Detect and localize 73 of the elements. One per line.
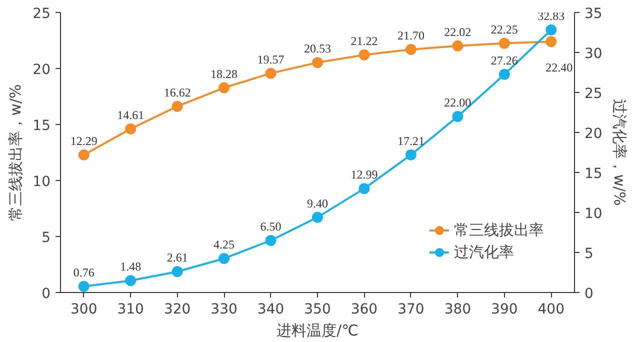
point — [265, 235, 276, 246]
data-label: 20.53 — [304, 42, 331, 56]
point — [452, 111, 464, 122]
x-tick-label: 300 — [70, 302, 98, 318]
point — [405, 149, 416, 160]
data-label: 2.61 — [166, 250, 188, 265]
point — [312, 57, 323, 68]
point — [546, 24, 557, 36]
x-tick-label: 400 — [538, 302, 565, 318]
data-label: 22.25 — [490, 22, 518, 36]
data-label: 12.99 — [350, 168, 378, 182]
point — [265, 68, 276, 79]
point — [172, 100, 183, 112]
data-label: 16.62 — [164, 85, 191, 100]
x-tick-label: 320 — [164, 302, 191, 318]
y2-tick-label: 30 — [584, 46, 602, 62]
point — [78, 149, 90, 160]
x-tick-label: 340 — [257, 302, 284, 318]
y2-tick-label: 15 — [584, 166, 602, 182]
point — [546, 36, 557, 48]
data-label: 14.61 — [117, 108, 144, 122]
x-tick-label: 390 — [491, 302, 518, 318]
data-label: 27.26 — [490, 53, 518, 68]
data-label: 6.50 — [260, 220, 282, 234]
data-label: 4.25 — [214, 238, 235, 252]
point — [405, 44, 416, 55]
y2-tick-label: 20 — [584, 126, 602, 142]
y-axis-title: 常三线拔出率，w/% — [6, 84, 25, 221]
y2-tick-label: 25 — [584, 86, 602, 102]
point — [498, 38, 510, 49]
point — [312, 212, 323, 223]
data-label: 22.40 — [546, 60, 573, 75]
data-label: 1.48 — [120, 260, 142, 274]
point — [358, 49, 370, 60]
point — [78, 280, 90, 292]
data-label: 22.02 — [444, 24, 472, 39]
point — [218, 82, 230, 94]
y-tick-label: 5 — [42, 230, 51, 246]
y2-tick-label: 5 — [584, 246, 594, 262]
x-tick-label: 330 — [210, 302, 238, 318]
data-label: 21.22 — [350, 34, 378, 48]
point — [172, 266, 183, 278]
data-label: 12.29 — [70, 134, 98, 148]
y2-axis-title: 过汽化率，w/% — [610, 99, 628, 206]
point — [498, 68, 510, 80]
y2-tick-label: 10 — [584, 206, 602, 222]
x-tick-label: 310 — [117, 302, 144, 318]
data-label: 0.76 — [73, 265, 94, 280]
data-label: 22.00 — [444, 96, 472, 110]
y-tick-label: 0 — [42, 286, 51, 302]
data-label: 17.21 — [397, 134, 424, 148]
x-tick-label: 350 — [304, 302, 331, 318]
data-label: 18.28 — [210, 66, 238, 81]
x-axis-title: 进料温度/℃ — [276, 322, 358, 340]
y-tick-label: 15 — [32, 118, 51, 134]
y-tick-label: 20 — [32, 62, 51, 78]
legend-label: 过汽化率 — [454, 242, 514, 262]
point — [125, 275, 136, 286]
x-tick-label: 360 — [350, 302, 378, 318]
x-tick-label: 380 — [444, 302, 472, 318]
point — [125, 123, 136, 134]
data-label: 21.70 — [397, 28, 424, 42]
point — [218, 253, 230, 264]
data-label: 9.40 — [307, 196, 328, 210]
data-label: 19.57 — [257, 52, 284, 66]
point — [358, 183, 370, 194]
y2-tick-label: 35 — [584, 6, 602, 22]
y-tick-label: 10 — [32, 174, 51, 190]
y-tick-label: 25 — [32, 6, 51, 22]
point — [452, 40, 464, 52]
y2-tick-label: 0 — [584, 286, 594, 302]
legend-label: 常三线拔出率 — [454, 220, 544, 240]
x-tick-label: 370 — [398, 302, 424, 318]
